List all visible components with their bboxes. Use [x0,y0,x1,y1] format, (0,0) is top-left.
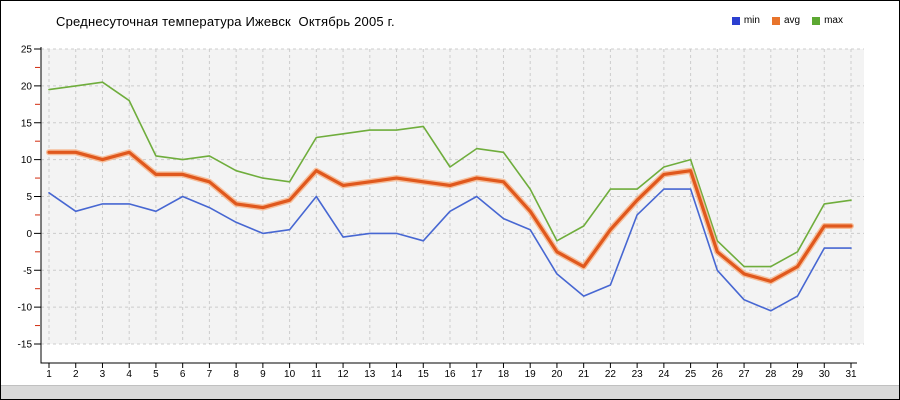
bottom-scrollbar[interactable] [1,385,899,399]
svg-text:18: 18 [498,369,510,380]
chart-title: Среднесуточная температура Ижевск Октябр… [56,14,395,29]
y-axis-ticks [34,48,41,345]
svg-text:25: 25 [21,45,33,56]
svg-text:15: 15 [418,369,430,380]
svg-text:11: 11 [311,369,322,380]
svg-text:7: 7 [207,369,213,380]
svg-text:5: 5 [26,192,32,203]
svg-text:28: 28 [765,369,777,380]
svg-text:-15: -15 [18,340,33,351]
legend-swatch-min-icon [731,16,740,25]
svg-text:20: 20 [551,369,563,380]
svg-text:22: 22 [605,369,617,380]
x-axis-labels: 1 2 3 4 5 6 7 8 9 10 11 12 13 14 15 16 17 18 19 20 21 22 23 24 2… [46,369,857,380]
series-min-line [48,188,852,312]
legend-swatch-max-icon [812,16,821,25]
svg-text:23: 23 [632,369,644,380]
legend-label-min: min [743,15,760,26]
svg-text:10: 10 [21,155,33,166]
legend-swatch-avg-icon [771,16,780,25]
legend-label-max: max [824,15,843,26]
svg-text:10: 10 [284,369,296,380]
y-axis-minor-ticks [35,66,40,327]
svg-text:20: 20 [21,81,33,92]
svg-text:30: 30 [819,369,831,380]
svg-text:27: 27 [739,369,751,380]
svg-text:2: 2 [73,369,79,380]
legend-item-min[interactable]: min [731,15,760,26]
svg-text:17: 17 [471,369,483,380]
axis-lines [40,47,857,364]
series-avg-line [47,150,853,283]
series-max-line [48,81,852,268]
svg-text:9: 9 [260,369,266,380]
svg-text:4: 4 [126,369,132,380]
legend-item-max[interactable]: max [812,15,843,26]
svg-text:-10: -10 [18,303,33,314]
svg-text:29: 29 [792,369,804,380]
svg-text:3: 3 [100,369,106,380]
svg-text:21: 21 [578,369,590,380]
svg-text:24: 24 [658,369,670,380]
svg-text:12: 12 [338,369,350,380]
svg-text:5: 5 [153,369,159,380]
svg-text:0: 0 [26,229,32,240]
legend: min avg max [731,15,843,26]
svg-text:31: 31 [845,369,857,380]
svg-text:8: 8 [233,369,239,380]
svg-text:14: 14 [391,369,403,380]
svg-text:19: 19 [525,369,537,380]
gridlines [41,48,864,345]
legend-label-avg: avg [783,15,801,26]
svg-text:13: 13 [364,369,376,380]
x-axis-ticks [48,363,852,368]
svg-text:15: 15 [21,118,33,129]
svg-text:26: 26 [712,369,724,380]
svg-text:-5: -5 [23,266,32,277]
svg-text:6: 6 [180,369,186,380]
legend-item-avg[interactable]: avg [771,15,801,26]
svg-text:1: 1 [46,369,52,380]
y-axis-labels: -15 -10 -5 0 5 10 15 20 25 [18,45,33,351]
plot-area [41,49,864,344]
svg-text:25: 25 [685,369,697,380]
svg-text:16: 16 [444,369,456,380]
